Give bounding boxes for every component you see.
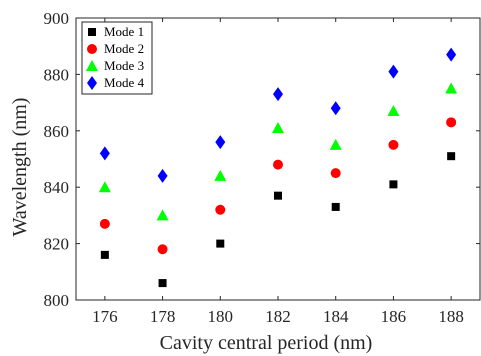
- x-tick-label: 184: [323, 307, 349, 326]
- x-tick-label: 178: [150, 307, 176, 326]
- data-point: [215, 135, 226, 150]
- data-point: [273, 87, 283, 102]
- data-point: [99, 146, 110, 161]
- data-point: [446, 47, 457, 62]
- series-mode-2: [99, 117, 457, 255]
- data-point: [331, 202, 340, 211]
- y-tick-label: 860: [44, 122, 70, 141]
- data-point: [214, 169, 227, 181]
- legend-marker: [87, 76, 97, 90]
- x-tick-label: 176: [92, 307, 118, 326]
- y-tick-label: 840: [44, 178, 70, 197]
- y-tick-label: 900: [44, 9, 70, 28]
- data-point: [388, 139, 399, 150]
- data-point: [389, 180, 398, 189]
- data-point: [272, 121, 284, 133]
- legend: Mode 1 Mode 2 Mode 3 Mode 4: [81, 21, 153, 95]
- data-point: [216, 239, 225, 248]
- data-point: [330, 101, 341, 116]
- x-tick-label: 180: [208, 307, 234, 326]
- legend-marker: [88, 28, 96, 36]
- series-mode-4: [99, 47, 457, 183]
- y-tick-label: 800: [44, 291, 70, 310]
- data-point: [158, 279, 167, 288]
- data-point: [445, 82, 458, 94]
- data-point: [446, 117, 457, 128]
- data-point: [330, 168, 341, 179]
- x-tick-label: 188: [438, 307, 464, 326]
- data-point: [274, 191, 282, 200]
- legend-label: Mode 2: [104, 41, 144, 56]
- data-point: [100, 250, 109, 259]
- legend-marker: [87, 44, 97, 54]
- data-point: [215, 204, 226, 215]
- series-mode-1: [100, 152, 456, 288]
- legend-marker: [86, 60, 98, 71]
- data-point: [157, 168, 168, 183]
- x-tick-label: 186: [381, 307, 407, 326]
- legend-label: Mode 4: [104, 75, 145, 90]
- data-point: [447, 152, 456, 161]
- legend-label: Mode 1: [104, 24, 144, 39]
- data-point: [388, 64, 399, 79]
- data-point: [387, 105, 400, 117]
- data-point: [98, 181, 111, 193]
- data-point: [157, 244, 168, 255]
- data-point: [99, 218, 110, 229]
- data-point: [329, 138, 342, 150]
- y-tick-label: 820: [44, 235, 70, 254]
- legend-label: Mode 3: [104, 58, 144, 73]
- x-tick-label: 182: [265, 307, 291, 326]
- data-point: [156, 209, 169, 221]
- y-tick-label: 880: [44, 65, 70, 84]
- data-point: [273, 159, 283, 170]
- x-axis-title: Cavity central period (nm): [160, 332, 373, 354]
- plot-area: 176 178 180 182 184 186 188 800 820 840 860 880 900: [44, 9, 481, 326]
- series-mode-3: [98, 82, 458, 221]
- y-axis-title: Wavelength (nm): [9, 98, 31, 237]
